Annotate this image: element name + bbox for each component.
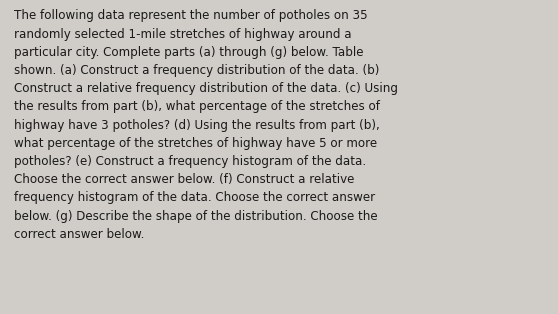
- Text: The following data represent the number of potholes on 35
randomly selected 1-mi: The following data represent the number …: [14, 9, 398, 241]
